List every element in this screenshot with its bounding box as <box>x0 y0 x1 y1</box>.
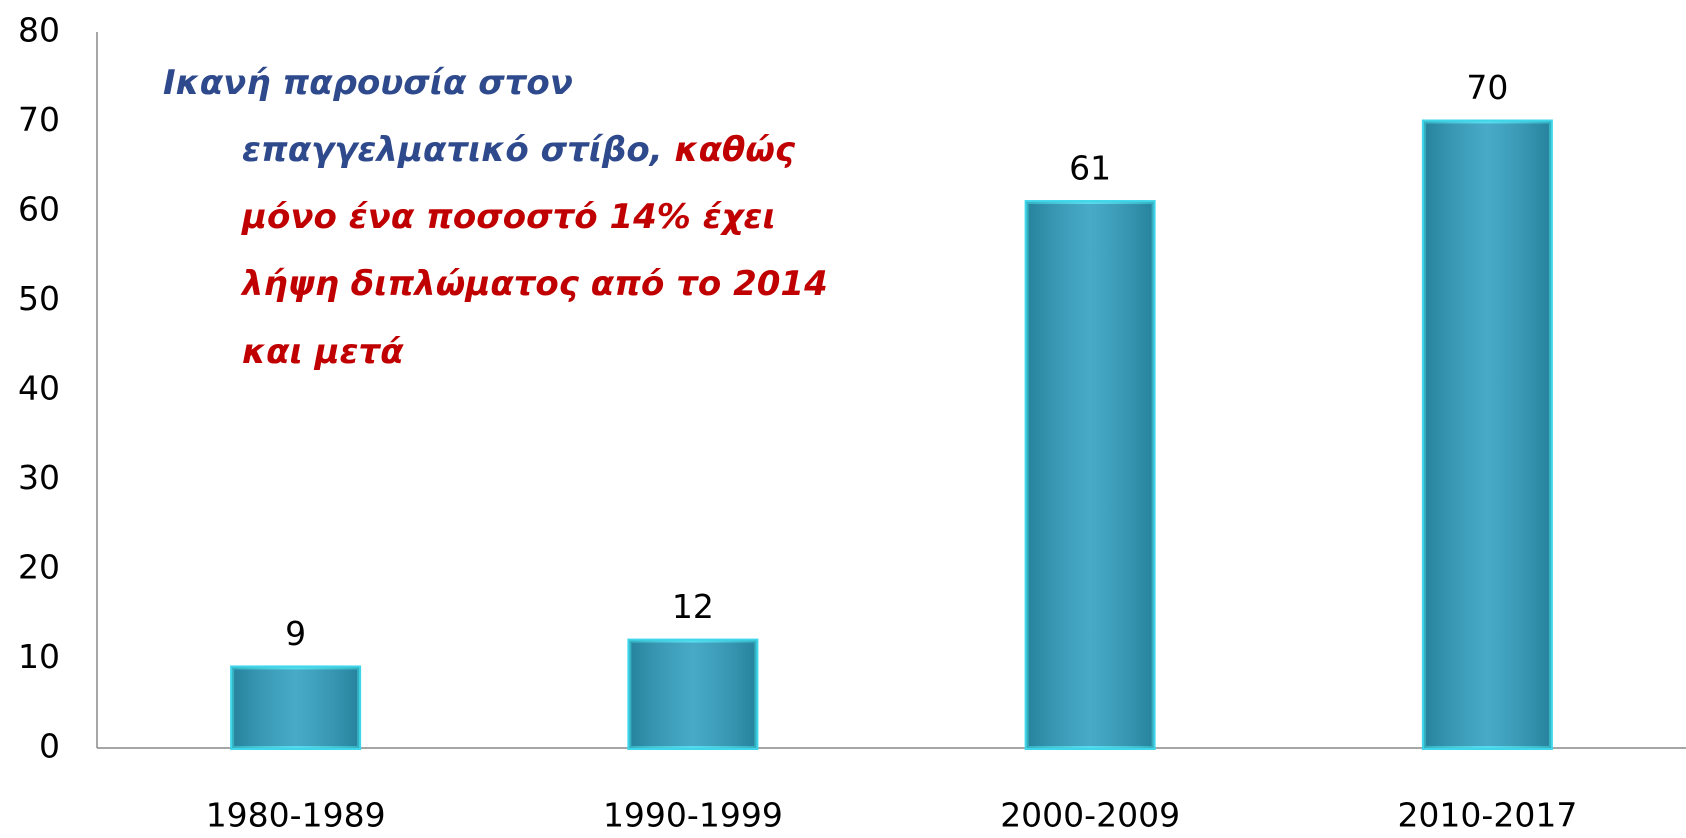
annotation-text: επαγγελματικό στίβο, <box>242 130 675 170</box>
bar-shade <box>232 667 360 748</box>
annotation-line: επαγγελματικό στίβο, καθώς <box>242 130 796 170</box>
bar-shade <box>629 640 757 748</box>
annotation-text: και μετά <box>242 332 404 372</box>
y-tick-label: 60 <box>18 190 60 229</box>
y-tick-label: 10 <box>18 637 60 676</box>
y-tick-label: 50 <box>18 279 60 318</box>
bar-shade <box>1423 121 1551 748</box>
value-label: 61 <box>1069 149 1111 188</box>
y-tick-label: 0 <box>39 727 60 766</box>
annotation-text: λήψη διπλώματος από το 2014 <box>240 264 828 304</box>
x-tick-label: 1980-1989 <box>206 796 386 835</box>
y-tick-label: 80 <box>18 11 60 50</box>
annotation-text: καθώς <box>675 130 796 170</box>
annotation-line: μόνο ένα ποσοστό 14% έχει <box>241 197 776 237</box>
x-tick-label: 2010-2017 <box>1397 796 1577 835</box>
value-label: 9 <box>285 614 306 653</box>
annotation-text: μόνο ένα ποσοστό 14% έχει <box>241 197 776 237</box>
annotation-line: και μετά <box>242 332 404 372</box>
y-tick-label: 20 <box>18 548 60 587</box>
y-tick-label: 30 <box>18 458 60 497</box>
x-tick-label: 2000-2009 <box>1000 796 1180 835</box>
y-tick-label: 70 <box>18 100 60 139</box>
value-label: 12 <box>672 587 714 626</box>
annotation-line: Ικανή παρουσία στον <box>163 63 573 103</box>
value-label: 70 <box>1466 68 1508 107</box>
bar-shade <box>1026 202 1154 749</box>
y-tick-label: 40 <box>18 369 60 408</box>
annotation-line: λήψη διπλώματος από το 2014 <box>240 264 828 304</box>
x-tick-label: 1990-1999 <box>603 796 783 835</box>
annotation-text: Ικανή παρουσία στον <box>163 63 573 103</box>
